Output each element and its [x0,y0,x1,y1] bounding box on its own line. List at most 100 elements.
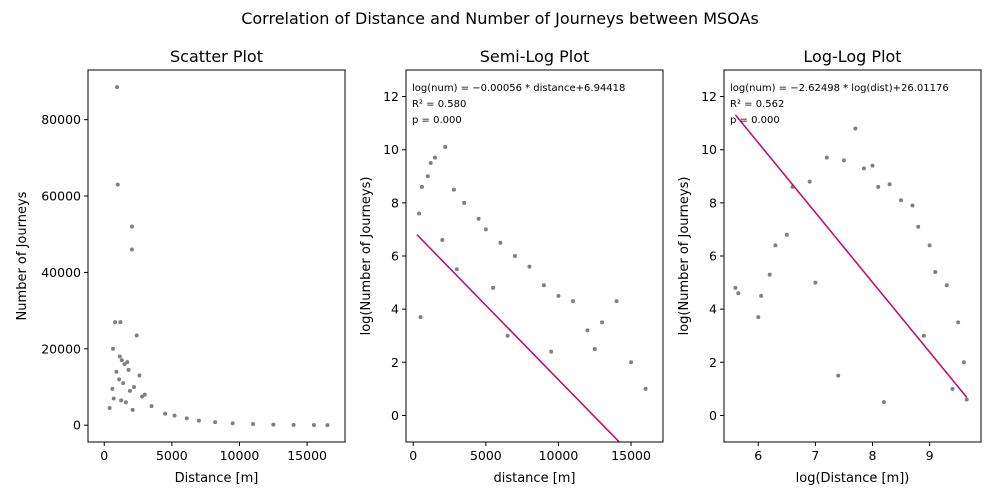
data-point [853,126,858,131]
y-axis-ticks: 0 2 4 6 8 10 12 [701,89,724,423]
data-point [476,216,481,221]
data-point [773,243,778,248]
data-point [733,285,738,290]
data-point [123,400,128,405]
x-tick-label: 10000 [539,448,579,463]
data-point [111,396,116,401]
y-tick-label: 4 [391,302,399,317]
data-point [556,293,561,298]
data-point [271,422,276,427]
data-point [541,283,546,288]
data-point [944,283,949,288]
data-point [824,155,829,160]
fit-annotation: R² = 0.580 [412,99,466,110]
data-point [910,203,915,208]
data-point [841,158,846,163]
data-point [592,347,597,351]
fit-line-group [416,234,620,442]
data-point [956,320,961,325]
data-point [121,381,126,386]
data-point [950,386,955,391]
point-series [417,145,648,391]
data-point [505,333,510,338]
point-series [107,85,330,428]
fit-line-group [734,114,968,398]
data-point [119,358,124,363]
data-point [134,333,139,338]
y-tick-label: 0 [709,408,717,423]
annotation-group: log(num) = −2.62498 * log(dist)+26.01176… [730,83,949,126]
data-point [876,184,881,189]
y-tick-label: 4 [709,302,717,317]
data-point [251,422,256,427]
y-axis-ticks: 0 20000 40000 60000 80000 [41,112,88,433]
data-point [325,423,330,428]
figure-suptitle: Correlation of Distance and Number of Jo… [241,9,759,28]
data-point [119,398,124,403]
data-point [964,397,969,402]
data-point [428,161,433,165]
data-point [311,423,316,428]
y-tick-label: 10 [383,142,399,157]
data-point [137,373,142,378]
y-tick-label: 2 [709,355,717,370]
data-point [127,388,132,393]
y-tick-label: 0 [391,408,399,423]
data-point [527,264,532,269]
data-point [451,187,456,192]
data-point [629,360,634,365]
semi-log-panel: Semi-Log Plot log(num) = −0.00056 * dist… [359,47,664,486]
x-tick-label: 10000 [220,448,260,463]
data-point [111,346,116,351]
data-point [933,269,938,274]
data-point [549,349,554,354]
y-tick-label: 60000 [41,189,81,204]
y-tick-label: 40000 [41,265,81,280]
data-point [759,293,764,298]
y-tick-label: 20000 [41,341,81,356]
x-tick-label: 0 [409,448,417,463]
data-point [118,320,123,325]
data-point [443,145,448,150]
data-point [184,416,189,421]
data-point [756,315,761,320]
data-point [107,406,112,411]
data-point [887,182,892,187]
data-point [807,179,812,184]
x-tick-label: 15000 [611,448,651,463]
data-point [585,328,590,333]
data-point [115,182,120,187]
panel-title: Semi-Log Plot [480,47,590,66]
y-tick-label: 0 [73,418,81,433]
x-axis-ticks: 6 7 8 9 [754,442,934,463]
point-series [733,126,969,405]
data-point [614,299,619,304]
y-tick-label: 80000 [41,112,81,127]
data-point [861,166,866,171]
log-log-panel: Log-Log Plot log(num) = −2.62498 * log(d… [677,47,982,486]
data-point [149,404,154,409]
regression-line [416,234,620,442]
data-point [927,243,932,248]
y-axis-label: log(Number of Journeys) [359,177,374,336]
data-point [115,85,120,90]
data-point [113,320,118,325]
data-point [122,362,127,367]
y-tick-label: 2 [391,355,399,370]
plot-frame [87,69,346,443]
data-point [440,238,445,243]
data-point [600,320,605,325]
data-point [921,333,926,338]
data-point [961,360,966,365]
x-tick-label: 5000 [470,448,502,463]
data-point [131,385,136,390]
scatter-panel: Scatter Plot 0 5000 10000 15000 0 20000 40000… [15,47,346,486]
data-point [813,280,818,285]
data-point [483,227,488,232]
data-point [140,394,145,399]
panel-title: Scatter Plot [170,47,263,66]
y-axis-ticks: 0 2 4 6 8 10 12 [383,89,406,423]
x-tick-label: 5000 [156,448,188,463]
y-tick-label: 8 [709,195,717,210]
